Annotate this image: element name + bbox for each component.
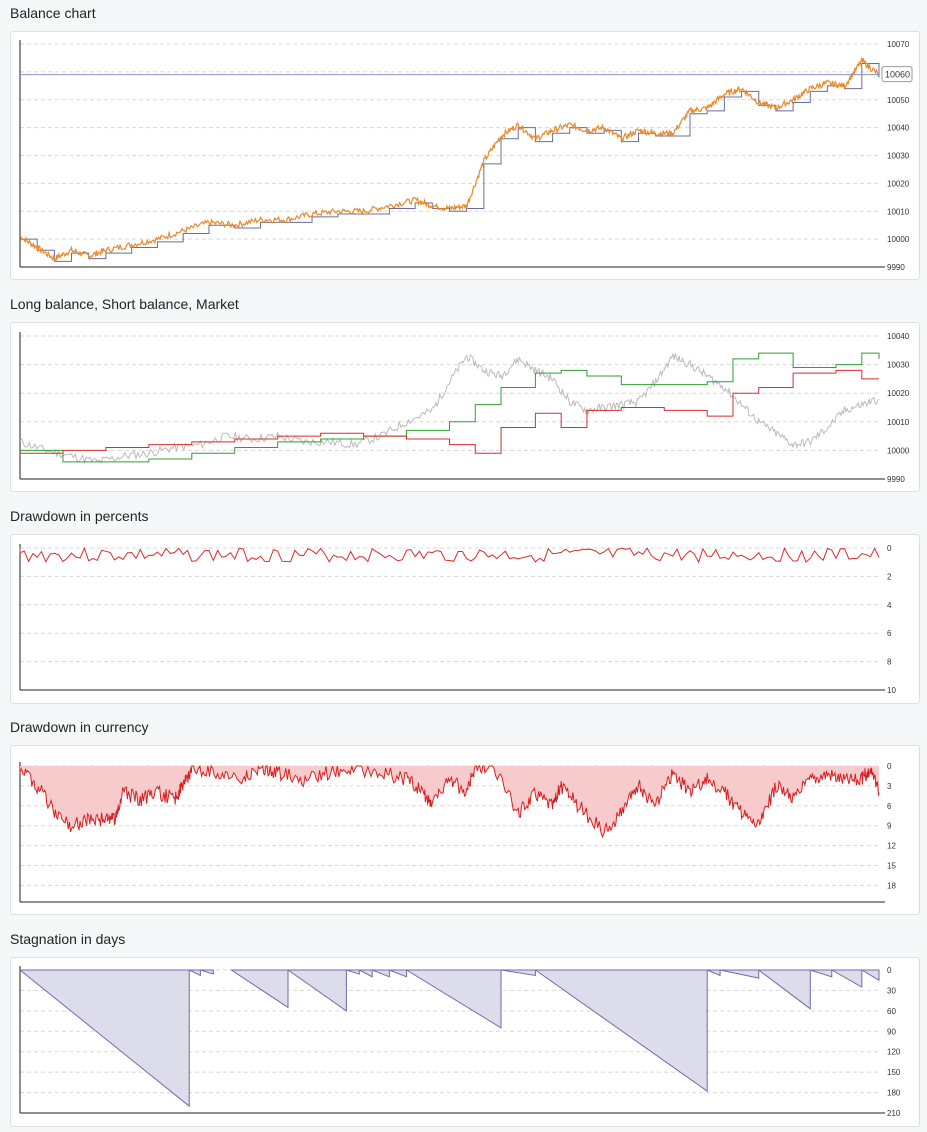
y-tick-label: 0: [887, 762, 892, 771]
long-short-market-chart-svg: 10040 10030 10020 10010 10000 9990: [19, 332, 910, 484]
stagnation-period: [810, 969, 833, 978]
y-tick-label: 6: [887, 802, 892, 811]
chart-title-long-short-market: Long balance, Short balance, Market: [10, 296, 239, 312]
equity-step-line: [20, 63, 880, 262]
y-tick-label: 210: [887, 1109, 901, 1118]
stagnation-period: [860, 969, 880, 982]
y-tick-label: 3: [887, 782, 892, 791]
chart-panel-drawdown-percent: 0 2 4 6 8 10: [10, 534, 920, 704]
y-tick-label: 9: [887, 822, 892, 831]
stagnation-period: [200, 969, 214, 975]
balance-chart-svg: 10070 10060 10050 10040 10030 10020 10010 10000…: [19, 40, 913, 272]
y-tick-label: 150: [887, 1068, 901, 1077]
stagnation-period: [229, 969, 289, 1009]
drawdown-currency-chart-svg: 0 3 6 9 12 15 18: [19, 762, 896, 903]
stagnation-chart-svg: 0 30 60 90 120 150 180 210: [18, 966, 901, 1118]
chart-title-stagnation: Stagnation in days: [10, 931, 126, 947]
stagnation-period: [359, 969, 373, 978]
y-tick-label: 10: [887, 686, 896, 695]
stagnation-period: [189, 969, 201, 977]
current-value-label: 10060: [885, 70, 910, 80]
stagnation-period: [719, 969, 760, 979]
y-tick-label: 12: [887, 842, 896, 851]
y-tick-label: 10030: [887, 152, 910, 161]
y-tick-label: 0: [887, 966, 892, 975]
stagnation-period: [389, 969, 408, 978]
y-tick-label: 30: [887, 986, 896, 995]
y-tick-label: 10030: [887, 361, 910, 370]
y-tick-label: 4: [887, 601, 892, 610]
y-tick-label: 10070: [887, 40, 910, 49]
long-balance-line: [20, 352, 880, 463]
y-tick-label: 10010: [887, 207, 910, 216]
stagnation-period: [404, 969, 502, 1029]
y-tick-label: 10000: [887, 235, 910, 244]
balance-line: [19, 57, 880, 262]
y-tick-label: 10020: [887, 179, 910, 188]
y-tick-label: 10010: [887, 418, 910, 427]
y-tick-label: 180: [887, 1089, 901, 1098]
current-value-box: [881, 66, 913, 83]
y-tick-label: 8: [887, 658, 892, 667]
y-tick-label: 10000: [887, 446, 910, 455]
y-tick-label: 10040: [887, 124, 910, 133]
stagnation-period: [286, 969, 347, 1012]
stagnation-period: [372, 969, 390, 978]
y-tick-label: 9990: [887, 263, 905, 272]
drawdown-percent-line: [19, 546, 880, 564]
short-balance-line: [20, 369, 879, 454]
y-tick-label: 120: [887, 1048, 901, 1057]
stagnation-period: [346, 969, 360, 975]
y-tick-label: 10050: [887, 96, 910, 105]
stagnation-period: [757, 969, 811, 1010]
stagnation-period: [707, 969, 721, 977]
y-tick-label: 6: [887, 629, 892, 638]
y-tick-label: 90: [887, 1027, 896, 1036]
market-line: [19, 353, 880, 465]
y-tick-label: 18: [887, 881, 896, 890]
y-tick-label: 60: [887, 1007, 896, 1016]
drawdown-currency-area: [20, 766, 879, 837]
y-tick-label: 15: [887, 862, 896, 871]
chart-panel-balance: 10070 10060 10050 10040 10030 10020 10010 10000…: [10, 31, 920, 280]
chart-title-drawdown-currency: Drawdown in currency: [10, 719, 149, 735]
stagnation-period: [18, 969, 190, 1108]
y-tick-label: 9990: [887, 475, 905, 484]
stagnation-period: [829, 969, 863, 988]
y-tick-label: 10040: [887, 332, 910, 341]
chart-title-balance: Balance chart: [10, 5, 96, 21]
drawdown-percent-chart-svg: 0 2 4 6 8 10: [19, 544, 896, 695]
y-tick-label: 2: [887, 572, 892, 581]
y-tick-label: 0: [887, 544, 892, 553]
chart-panel-stagnation: 0 30 60 90 120 150 180 210: [10, 957, 920, 1127]
chart-title-drawdown-percent: Drawdown in percents: [10, 508, 149, 524]
chart-panel-drawdown-currency: 0 3 6 9 12 15 18: [10, 745, 920, 915]
stagnation-period: [500, 969, 536, 977]
chart-panel-long-short-market: 10040 10030 10020 10010 10000 9990: [10, 322, 920, 492]
drawdown-currency-line: [19, 764, 880, 839]
stagnation-period: [533, 969, 708, 1093]
y-tick-label: 10020: [887, 389, 910, 398]
